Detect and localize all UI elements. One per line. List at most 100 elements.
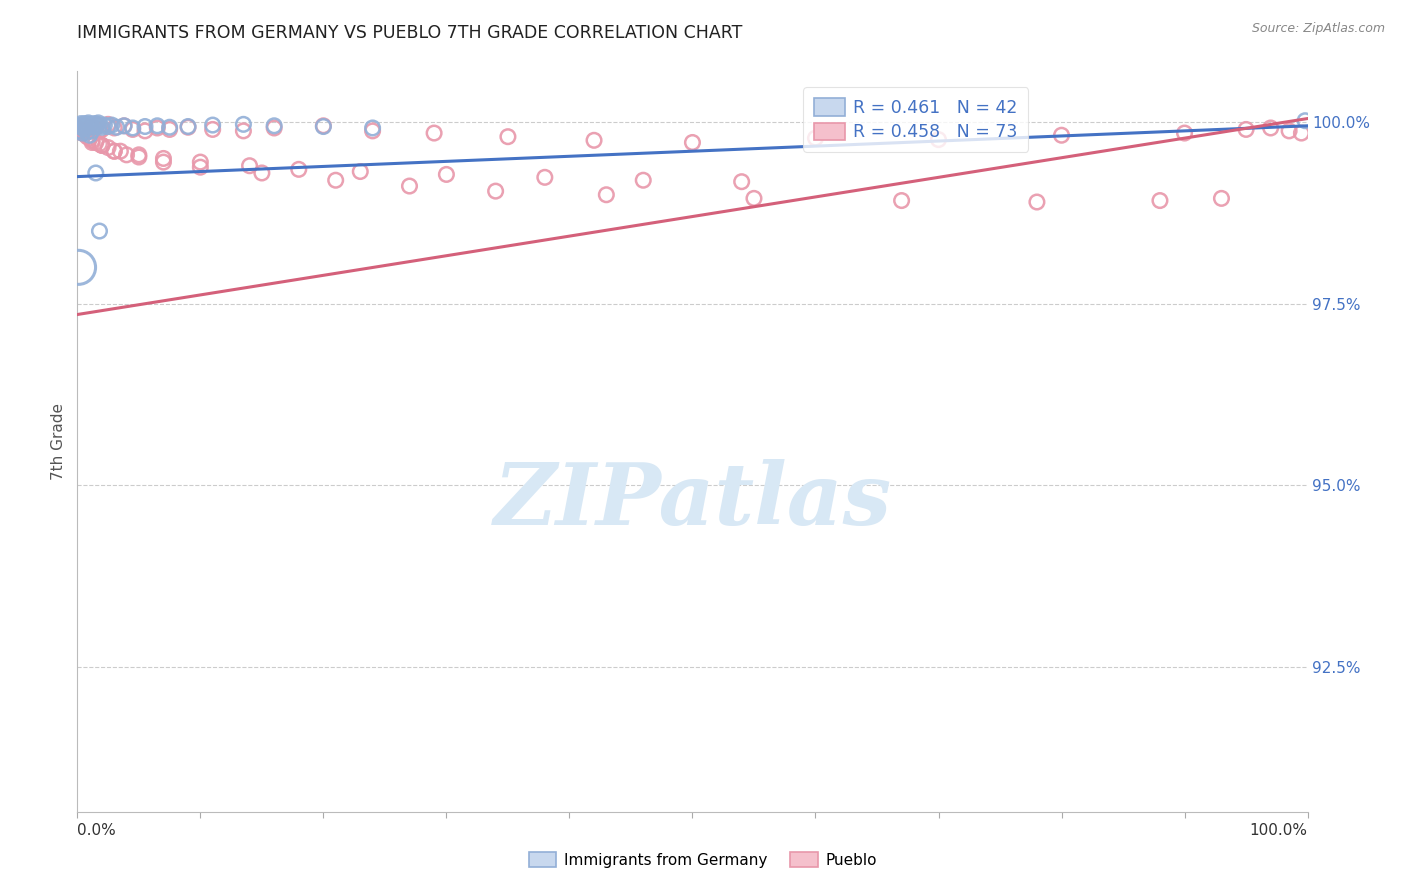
- Point: [70, 126, 93, 140]
- Point: [312, 119, 335, 133]
- Point: [361, 120, 384, 135]
- Point: [128, 148, 150, 162]
- Point: [76, 124, 98, 138]
- Point: [534, 170, 557, 185]
- Point: [112, 119, 135, 133]
- Point: [232, 117, 254, 131]
- Point: [110, 145, 132, 159]
- Point: [90, 120, 114, 135]
- Point: [69, 122, 91, 136]
- Point: [83, 117, 105, 131]
- Point: [1174, 126, 1197, 140]
- Point: [325, 173, 347, 187]
- Point: [312, 120, 335, 134]
- Point: [89, 119, 111, 133]
- Point: [103, 145, 125, 159]
- Point: [146, 120, 169, 135]
- Point: [67, 260, 90, 275]
- Point: [72, 126, 94, 140]
- Point: [75, 120, 97, 134]
- Point: [159, 122, 181, 136]
- Point: [239, 159, 262, 173]
- Point: [804, 131, 827, 145]
- Point: [70, 117, 93, 131]
- Point: [82, 133, 104, 147]
- Point: [1260, 120, 1282, 135]
- Text: IMMIGRANTS FROM GERMANY VS PUEBLO 7TH GRADE CORRELATION CHART: IMMIGRANTS FROM GERMANY VS PUEBLO 7TH GR…: [77, 24, 742, 42]
- Point: [73, 117, 96, 131]
- Point: [134, 124, 156, 138]
- Point: [731, 175, 754, 189]
- Point: [595, 187, 617, 202]
- Point: [263, 120, 285, 135]
- Point: [82, 118, 104, 132]
- Point: [496, 129, 519, 144]
- Y-axis label: 7th Grade: 7th Grade: [51, 403, 66, 480]
- Point: [87, 116, 110, 130]
- Point: [121, 122, 143, 136]
- Legend: Immigrants from Germany, Pueblo: Immigrants from Germany, Pueblo: [523, 846, 883, 873]
- Point: [69, 119, 91, 133]
- Point: [134, 120, 156, 134]
- Point: [1050, 128, 1073, 143]
- Text: Source: ZipAtlas.com: Source: ZipAtlas.com: [1251, 22, 1385, 36]
- Point: [90, 122, 114, 136]
- Point: [70, 120, 93, 135]
- Point: [82, 136, 104, 150]
- Point: [928, 132, 950, 146]
- Point: [103, 145, 125, 159]
- Point: [69, 124, 91, 138]
- Point: [76, 129, 98, 144]
- Point: [1149, 194, 1171, 208]
- Point: [112, 119, 135, 133]
- Point: [288, 162, 311, 177]
- Point: [177, 120, 200, 134]
- Point: [97, 120, 120, 134]
- Point: [79, 128, 101, 143]
- Point: [890, 194, 912, 208]
- Point: [1291, 126, 1313, 140]
- Point: [89, 136, 111, 151]
- Point: [188, 155, 212, 169]
- Point: [159, 120, 181, 135]
- Point: [70, 126, 93, 140]
- Point: [89, 224, 111, 238]
- Point: [105, 120, 128, 135]
- Point: [232, 124, 254, 138]
- Point: [90, 138, 114, 153]
- Point: [82, 120, 104, 135]
- Point: [436, 168, 458, 182]
- Point: [82, 124, 104, 138]
- Point: [103, 120, 125, 135]
- Point: [263, 119, 285, 133]
- Point: [79, 119, 101, 133]
- Point: [583, 133, 606, 147]
- Point: [89, 124, 111, 138]
- Point: [83, 120, 105, 135]
- Point: [485, 184, 508, 198]
- Point: [72, 118, 94, 132]
- Point: [79, 131, 101, 145]
- Text: 0.0%: 0.0%: [77, 822, 117, 838]
- Point: [82, 122, 104, 136]
- Point: [84, 136, 107, 150]
- Point: [115, 148, 138, 162]
- Point: [1278, 124, 1301, 138]
- Point: [146, 119, 169, 133]
- Point: [84, 166, 107, 180]
- Point: [1294, 113, 1316, 128]
- Point: [93, 118, 115, 132]
- Point: [1211, 191, 1233, 205]
- Point: [1026, 194, 1049, 209]
- Point: [73, 119, 96, 133]
- Point: [76, 125, 98, 139]
- Point: [250, 166, 273, 180]
- Point: [177, 120, 200, 135]
- Point: [101, 118, 124, 132]
- Point: [86, 118, 108, 132]
- Point: [76, 117, 98, 131]
- Legend: R = 0.461   N = 42, R = 0.458   N = 73: R = 0.461 N = 42, R = 0.458 N = 73: [803, 87, 1028, 152]
- Point: [90, 138, 114, 153]
- Point: [682, 136, 704, 150]
- Text: ZIPatlas: ZIPatlas: [494, 459, 891, 542]
